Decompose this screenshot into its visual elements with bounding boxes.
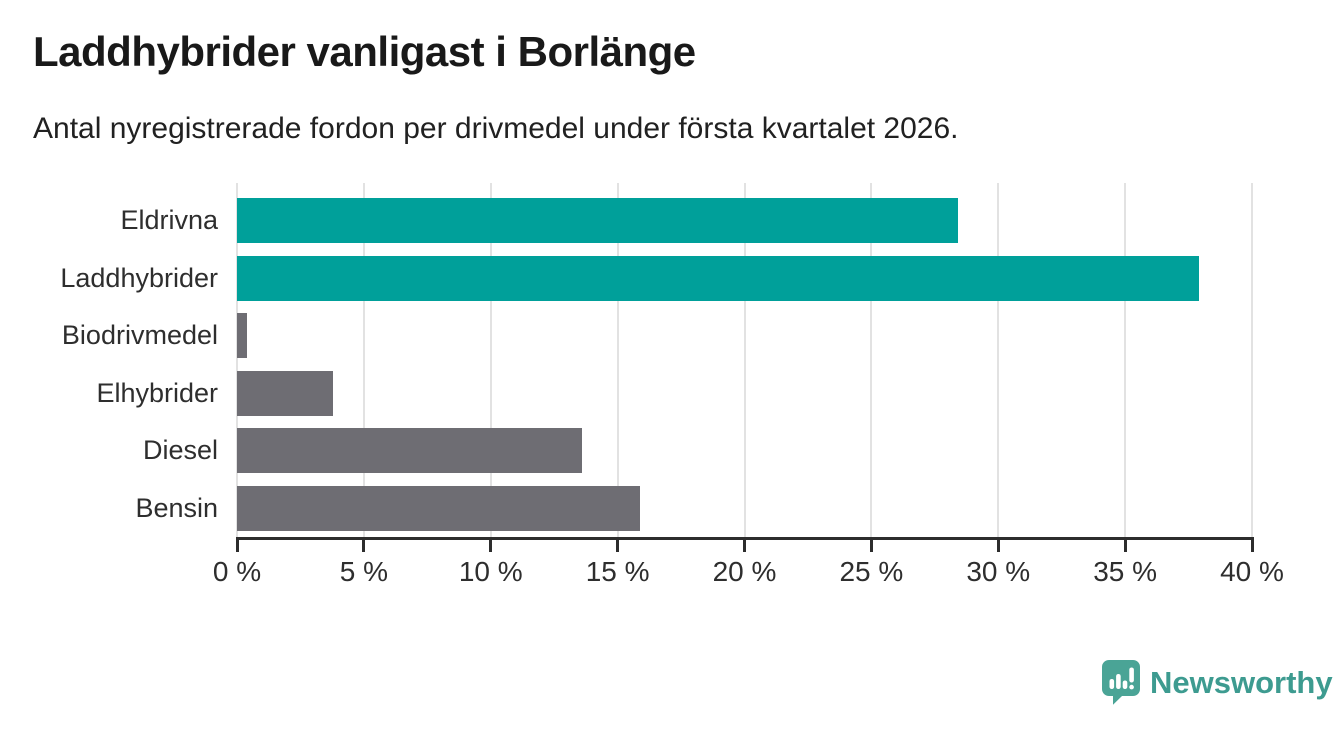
gridline-5: [362, 183, 365, 537]
x-tick-label-20: 20 %: [712, 556, 777, 587]
category-label-laddhybrider: Laddhybrider: [60, 262, 218, 293]
x-tick-label-30: 30 %: [966, 556, 1031, 587]
category-label-eldrivna: Eldrivna: [120, 205, 218, 235]
category-label-elhybrider: Elhybrider: [96, 377, 218, 408]
category-label-diesel: Diesel: [142, 435, 218, 465]
x-tick-label-25: 25 %: [839, 556, 904, 587]
x-tick-mark-10: [489, 537, 493, 552]
category-label-biodrivmedel: Biodrivmedel: [61, 320, 218, 350]
x-tick-mark-25: [869, 537, 873, 552]
bar-laddhybrider: [237, 255, 1199, 301]
gridline-0: [236, 183, 238, 537]
gridline-40: [1251, 183, 1253, 537]
x-tick-label-40: 40 %: [1220, 556, 1284, 587]
gridline-15: [616, 183, 619, 537]
category-label-bensin: Bensin: [135, 492, 218, 523]
x-tick-mark-5: [362, 537, 366, 552]
newsworthy-logo-text: Newsworthy: [1150, 665, 1333, 700]
newsworthy-logo: Newsworthy: [1101, 659, 1333, 706]
gridline-20: [743, 183, 746, 537]
gridline-10: [489, 183, 492, 537]
x-tick-label-0: 0 %: [212, 556, 262, 587]
x-tick-label-35: 35 %: [1093, 556, 1158, 587]
bar-eldrivna: [237, 198, 958, 243]
chart-subtitle: Antal nyregistrerade fordon per drivmede…: [33, 112, 959, 145]
x-tick-mark-35: [1123, 537, 1127, 552]
x-tick-label-5: 5 %: [339, 556, 388, 587]
bar-bensin: [237, 485, 640, 531]
chart-title: Laddhybrider vanligast i Borlänge: [33, 28, 696, 75]
x-tick-label-10: 10 %: [458, 556, 523, 587]
gridline-30: [997, 183, 1000, 537]
bar-diesel: [237, 428, 582, 473]
bar-biodrivmedel: [237, 313, 247, 358]
x-tick-mark-15: [616, 537, 620, 552]
gridline-25: [870, 183, 873, 537]
gridline-35: [1124, 183, 1127, 537]
bar-elhybrider: [237, 370, 333, 416]
x-tick-label-15: 15 %: [585, 556, 650, 587]
x-tick-mark-20: [743, 537, 746, 552]
x-tick-mark-40: [1250, 537, 1254, 552]
x-tick-mark-0: [235, 537, 239, 552]
x-tick-mark-30: [996, 537, 1000, 552]
newsworthy-bubble-chart-icon: [1102, 660, 1140, 705]
